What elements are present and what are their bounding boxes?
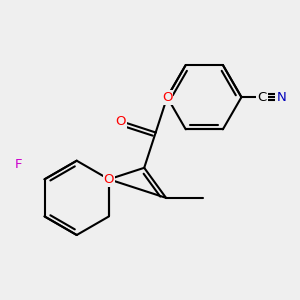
- Text: O: O: [115, 115, 126, 128]
- Text: C: C: [257, 91, 266, 104]
- Text: N: N: [276, 91, 286, 104]
- Text: O: O: [103, 173, 114, 186]
- Text: F: F: [15, 158, 22, 171]
- Text: O: O: [162, 91, 172, 104]
